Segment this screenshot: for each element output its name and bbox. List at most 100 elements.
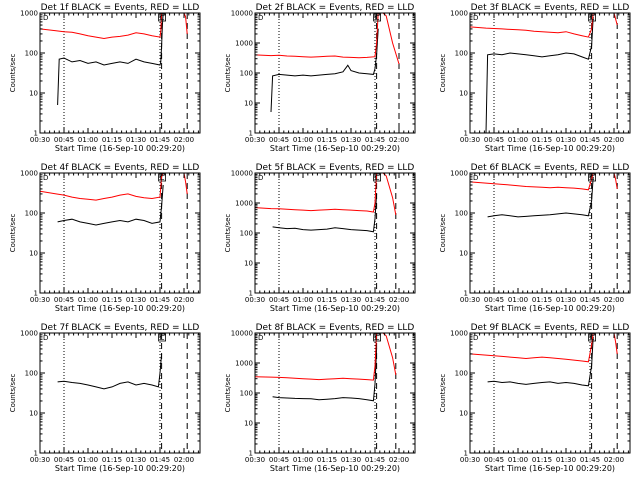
panel-det-9: Det 9f BLACK = Events, RED = LLD 1 10 100 10… (439, 323, 631, 473)
y-tick-label: 1000 (450, 10, 468, 18)
x-tick-label: 01:00 (508, 456, 528, 464)
events-series-line (272, 193, 378, 233)
x-tick-label: 01:30 (126, 136, 146, 144)
y-tick-label: 10 (459, 90, 468, 98)
panel-title: Det 3f BLACK = Events, RED = LLD (471, 3, 630, 13)
events-series-line (57, 184, 164, 226)
marker-symbol-box (373, 173, 382, 182)
marker-symbol-box (373, 13, 382, 22)
x-tick-label: 01:45 (150, 296, 170, 304)
y-tick-label: 100 (25, 370, 38, 378)
series-group (255, 173, 397, 233)
marker-symbol-left: D (473, 14, 478, 22)
y-axis-label: Counts/sec (9, 214, 17, 253)
lld-series-line (40, 173, 188, 201)
series-group (255, 333, 397, 402)
x-tick-label: 00:30 (30, 296, 50, 304)
x-axis-label: Start Time (16-Sep-10 00:29:20) (55, 144, 185, 153)
lld-series-line (470, 333, 618, 363)
y-tick-label: 100 (25, 210, 38, 218)
x-tick-label: 02:00 (174, 456, 194, 464)
plot-frame (469, 332, 631, 454)
marker-symbol-left: D (258, 334, 263, 342)
y-tick-label: 10 (244, 100, 253, 108)
marker-symbol-right: C (590, 174, 595, 182)
y-axis-label: Counts/sec (224, 214, 232, 253)
x-tick-label: 01:15 (532, 296, 552, 304)
y-tick-label: 100 (240, 390, 253, 398)
x-tick-label: 01:00 (78, 136, 98, 144)
events-series-line (57, 13, 164, 106)
y-tick-label: 1 (34, 450, 38, 458)
y-tick-label: 1000 (235, 40, 253, 48)
x-tick-label: 01:45 (580, 456, 600, 464)
y-axis-label: Counts/sec (224, 54, 232, 93)
events-series-line (270, 28, 379, 113)
marker-symbol-box (158, 13, 167, 22)
x-tick-label: 01:45 (580, 136, 600, 144)
events-series-line (272, 348, 378, 402)
marker-symbol-left: D (258, 14, 263, 22)
x-tick-label: 01:45 (580, 296, 600, 304)
marker-symbol-right: C (160, 334, 165, 342)
y-tick-label: 1 (34, 130, 38, 138)
panel-det-7: Det 7f BLACK = Events, RED = LLD 1 10 100 10… (9, 323, 201, 473)
x-tick-label: 01:30 (126, 456, 146, 464)
panel-det-3: Det 3f BLACK = Events, RED = LLD 1 10 100 10… (439, 3, 631, 153)
x-tick-label: 02:00 (389, 296, 409, 304)
plot-frame (39, 172, 201, 294)
x-tick-label: 01:00 (508, 136, 528, 144)
x-tick-label: 00:45 (484, 296, 504, 304)
marker-symbol-right: C (375, 14, 380, 22)
y-tick-label: 100 (455, 210, 468, 218)
y-tick-label: 100 (455, 370, 468, 378)
x-tick-label: 00:30 (245, 136, 265, 144)
marker-symbol-left: D (258, 174, 263, 182)
plot-frame (469, 172, 631, 294)
marker-symbol-right: C (160, 174, 165, 182)
x-tick-label: 00:45 (54, 456, 74, 464)
y-tick-label: 100 (25, 50, 38, 58)
y-tick-label: 10 (29, 90, 38, 98)
x-tick-label: 01:15 (102, 296, 122, 304)
events-series-line (57, 353, 163, 390)
x-tick-label: 01:15 (532, 136, 552, 144)
y-tick-label: 10000 (231, 330, 253, 338)
marker-symbol-left: D (473, 334, 478, 342)
x-axis-label: Start Time (16-Sep-10 00:29:20) (485, 144, 615, 153)
events-series-line (487, 176, 594, 218)
marker-symbol-box (158, 333, 167, 342)
x-tick-label: 01:00 (78, 296, 98, 304)
x-tick-label: 00:30 (30, 456, 50, 464)
panel-det-8: Det 8f BLACK = Events, RED = LLD 1 10 100 10… (224, 323, 416, 473)
x-tick-label: 00:45 (484, 136, 504, 144)
x-tick-label: 00:30 (460, 296, 480, 304)
series-group (57, 353, 163, 390)
x-tick-label: 01:15 (317, 456, 337, 464)
lld-series-line (255, 333, 397, 381)
y-tick-label: 1000 (20, 170, 38, 178)
x-tick-label: 00:45 (54, 296, 74, 304)
x-tick-label: 00:30 (460, 136, 480, 144)
series-group (470, 173, 618, 218)
y-tick-label: 1 (249, 450, 253, 458)
x-axis-label: Start Time (16-Sep-10 00:29:20) (55, 464, 185, 473)
x-tick-label: 00:30 (30, 136, 50, 144)
x-tick-label: 01:30 (341, 456, 361, 464)
x-tick-label: 00:45 (484, 456, 504, 464)
y-tick-label: 1 (34, 290, 38, 298)
x-tick-label: 02:00 (604, 456, 624, 464)
y-tick-label: 10 (459, 410, 468, 418)
y-tick-label: 10 (459, 250, 468, 258)
x-tick-label: 01:45 (365, 456, 385, 464)
panel-title: Det 2f BLACK = Events, RED = LLD (256, 3, 415, 13)
events-series-line (487, 336, 594, 387)
marker-symbol-box (588, 13, 596, 22)
marker-symbol-right: C (590, 334, 595, 342)
marker-symbol-box (158, 173, 167, 182)
y-tick-label: 10 (244, 260, 253, 268)
marker-symbol-right: C (375, 334, 380, 342)
y-tick-label: 1 (464, 450, 468, 458)
x-tick-label: 02:00 (389, 136, 409, 144)
x-tick-label: 01:45 (150, 456, 170, 464)
